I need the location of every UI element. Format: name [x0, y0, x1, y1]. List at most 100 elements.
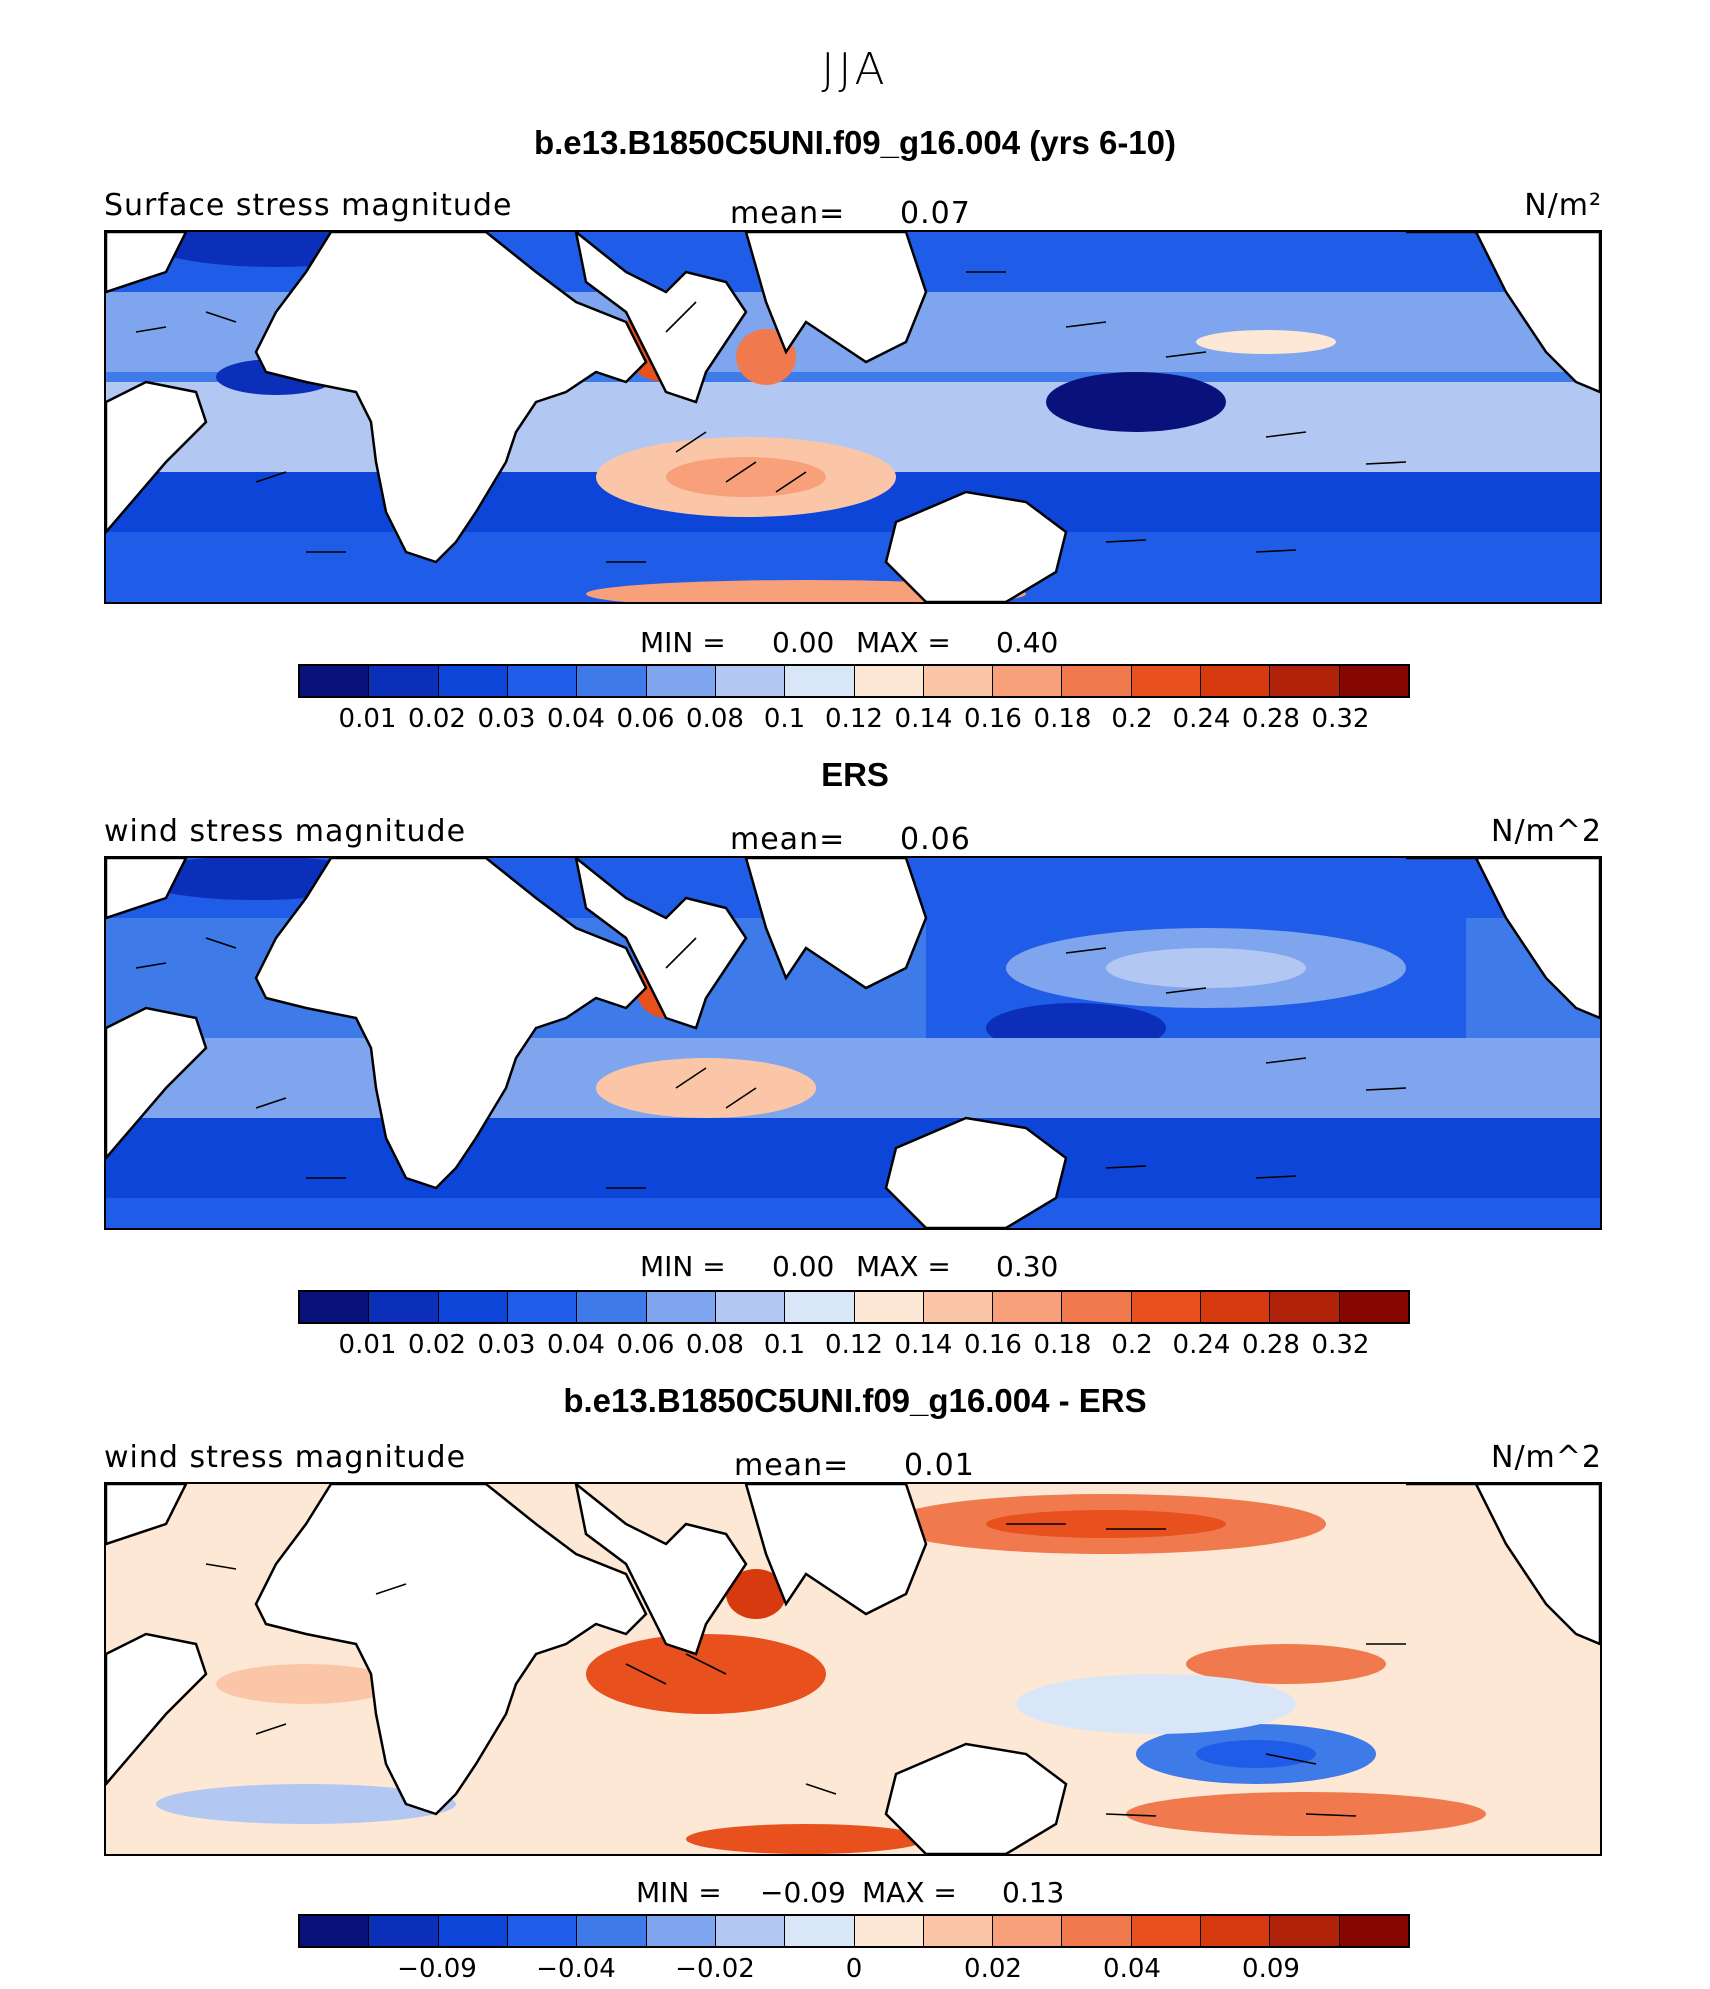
- south-america-landmass: [106, 1006, 208, 1160]
- equatorial-band: [106, 1038, 1600, 1118]
- colorbar-swatch: [369, 1916, 439, 1946]
- panel-1-map: [104, 230, 1602, 604]
- panel-2-mean-value: 0.06: [900, 822, 971, 857]
- panel-1-mean-label: mean=: [730, 196, 846, 231]
- bay-of-bengal-max: [736, 329, 796, 385]
- australia-landmass: [884, 1742, 1068, 1854]
- colorbar-tick-label: 0.08: [686, 704, 744, 734]
- colorbar-tick-label: 0: [845, 1954, 863, 1984]
- panel-3-max-label: MAX =: [862, 1876, 957, 1909]
- colorbar-swatch: [1201, 1292, 1271, 1322]
- colorbar-tick-label: 0.01: [338, 1330, 397, 1360]
- colorbar-tick-label: 0.24: [1172, 704, 1231, 734]
- panel-3-colorbar-ticks: −0.09 −0.04 −0.02 0 0.02 0.04 0.09: [298, 1954, 1410, 1986]
- panel-1-title: b.e13.B1850C5UNI.f09_g16.004 (yrs 6-10): [533, 124, 1177, 161]
- panel-2-units: N/m^2: [1491, 814, 1602, 849]
- colorbar-swatch: [1339, 1292, 1408, 1322]
- colorbar-tick-label: 0.2: [1111, 1330, 1153, 1360]
- africa-landmass: [254, 1484, 648, 1816]
- colorbar-tick-label: 0.18: [1033, 704, 1092, 734]
- europe-landmass: [106, 858, 188, 920]
- panel-3-max-value: 0.13: [1002, 1876, 1065, 1909]
- panel-2-max-value: 0.30: [996, 1250, 1059, 1283]
- colorbar-swatch: [300, 666, 370, 696]
- panel-3-map: [104, 1482, 1602, 1856]
- colorbar-tick-label: 0.2: [1111, 704, 1153, 734]
- asia-south-landmass: [574, 1484, 748, 1656]
- colorbar-swatch: [369, 1292, 439, 1322]
- panel-1-units: N/m²: [1524, 188, 1602, 223]
- indian-positive: [586, 1634, 826, 1714]
- colorbar-tick-label: 0.14: [894, 704, 953, 734]
- colorbar-tick-label: 0.12: [825, 704, 883, 734]
- wind-vectors: [135, 271, 1407, 563]
- north-pacific-core: [986, 1510, 1226, 1538]
- atlantic-positive: [216, 1664, 396, 1704]
- pacific-negative-core: [1196, 1740, 1316, 1768]
- panel-2-min-label: MIN =: [640, 1250, 726, 1283]
- panel-2-max-label: MAX =: [856, 1250, 951, 1283]
- panel-3-title: b.e13.B1850C5UNI.f09_g16.004 - ERS: [563, 1382, 1147, 1419]
- panel-1-max-value: 0.40: [996, 626, 1059, 659]
- bay-of-bengal-positive: [726, 1569, 786, 1619]
- colorbar-swatch: [438, 666, 508, 696]
- colorbar-tick-label: 0.18: [1033, 1330, 1092, 1360]
- colorbar-swatch: [1201, 1916, 1271, 1946]
- colorbar-swatch: [1270, 1916, 1340, 1946]
- panel-3-min-label: MIN =: [636, 1876, 722, 1909]
- colorbar-tick-label: 0.08: [686, 1330, 744, 1360]
- panel-2-min-value: 0.00: [772, 1250, 835, 1283]
- colorbar-tick-label: 0.16: [964, 1330, 1022, 1360]
- asia-south-landmass: [574, 232, 748, 404]
- colorbar-tick-label: 0.14: [894, 1330, 953, 1360]
- colorbar-swatch: [577, 1292, 647, 1322]
- colorbar-tick-label: 0.02: [408, 1330, 466, 1360]
- colorbar-swatch: [715, 1292, 786, 1322]
- colorbar-swatch: [369, 666, 439, 696]
- pacific-trade-max: [1196, 330, 1336, 354]
- colorbar-swatch: [715, 1916, 786, 1946]
- colorbar-swatch: [923, 1916, 994, 1946]
- colorbar-tick-label: 0.03: [477, 1330, 536, 1360]
- southeast-asia-landmass: [744, 232, 928, 364]
- colorbar-tick-label: 0.16: [964, 704, 1022, 734]
- panel-3-field-label: wind stress magnitude: [104, 1440, 467, 1475]
- colorbar-swatch: [854, 666, 924, 696]
- colorbar-swatch: [646, 1916, 716, 1946]
- colorbar-swatch: [438, 1916, 508, 1946]
- colorbar-tick-label: 0.32: [1311, 1330, 1370, 1360]
- southern-ocean-band: [106, 1198, 1600, 1228]
- colorbar-swatch: [1131, 666, 1202, 696]
- panel-3-mean-value: 0.01: [904, 1448, 975, 1483]
- colorbar-swatch: [923, 666, 994, 696]
- colorbar-tick-label: 0.01: [338, 704, 397, 734]
- colorbar-swatch: [993, 1916, 1063, 1946]
- colorbar-swatch: [300, 1292, 370, 1322]
- north-america-landmass: [1406, 232, 1600, 394]
- colorbar-swatch: [1339, 666, 1408, 696]
- colorbar-swatch: [577, 666, 647, 696]
- panel-3-units: N/m^2: [1491, 1440, 1602, 1475]
- africa-landmass: [254, 858, 648, 1190]
- australia-landmass: [884, 490, 1068, 602]
- colorbar-tick-label: 0.32: [1311, 704, 1370, 734]
- colorbar-tick-label: 0.06: [616, 1330, 675, 1360]
- colorbar-swatch: [1270, 666, 1340, 696]
- panel-1-colorbar: [298, 664, 1410, 698]
- colorbar-tick-label: 0.04: [547, 704, 605, 734]
- panel-2-field-label: wind stress magnitude: [104, 814, 467, 849]
- colorbar-tick-label: 0.28: [1242, 1330, 1300, 1360]
- colorbar-swatch: [1062, 666, 1132, 696]
- colorbar-swatch: [1131, 1916, 1202, 1946]
- colorbar-swatch: [507, 666, 578, 696]
- panel-1-min-value: 0.00: [772, 626, 835, 659]
- pacific-minimum: [1046, 372, 1226, 432]
- panel-3-min-value: −0.09: [760, 1876, 846, 1909]
- europe-landmass: [106, 1484, 188, 1546]
- panel-1-min-label: MIN =: [640, 626, 726, 659]
- colorbar-tick-label: −0.09: [397, 1954, 477, 1984]
- africa-landmass: [254, 232, 648, 564]
- colorbar-swatch: [1201, 666, 1271, 696]
- panel-2-title: ERS: [821, 756, 889, 793]
- colorbar-swatch: [854, 1292, 924, 1322]
